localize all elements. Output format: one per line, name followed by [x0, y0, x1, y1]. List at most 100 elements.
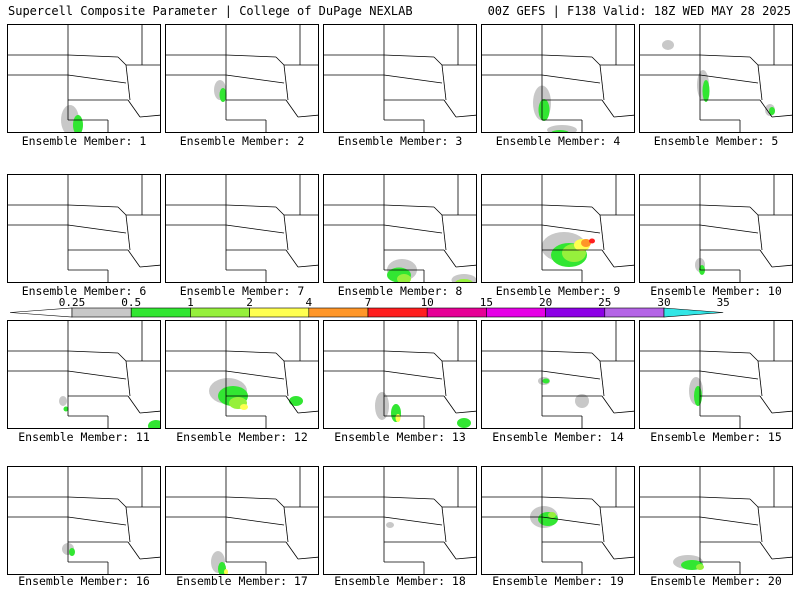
- member-caption: Ensemble Member: 4: [495, 134, 621, 148]
- member-caption: Ensemble Member: 14: [492, 430, 624, 444]
- scp-contour-yellow: [240, 404, 248, 410]
- member-caption: Ensemble Member: 10: [650, 284, 782, 298]
- member-map-13: [323, 320, 477, 429]
- colorbar-bin: [367, 307, 428, 318]
- colorbar-bin: [249, 307, 310, 318]
- state-boundaries: [8, 25, 160, 132]
- state-boundaries: [640, 175, 792, 282]
- member-map-15: [639, 320, 793, 429]
- member-caption: Ensemble Member: 15: [650, 430, 782, 444]
- scp-contour-green: [148, 420, 160, 428]
- colorbar-label: 0.5: [121, 297, 141, 309]
- colorbar-bin: [71, 307, 132, 318]
- member-map-7: [165, 174, 319, 283]
- member-map-5: [639, 24, 793, 133]
- scp-contour-green: [69, 548, 75, 556]
- member-caption: Ensemble Member: 19: [492, 574, 624, 588]
- scp-contour-green: [219, 88, 227, 102]
- member-caption: Ensemble Member: 2: [179, 134, 305, 148]
- member-caption: Ensemble Member: 5: [653, 134, 779, 148]
- colorbar-min-arrow: [10, 307, 73, 318]
- colorbar-label: 2: [246, 297, 253, 309]
- scp-contour-gray: [662, 40, 674, 50]
- scp-contour-green: [289, 396, 303, 406]
- member-caption: Ensemble Member: 20: [650, 574, 782, 588]
- scp-contour-green: [769, 107, 775, 115]
- state-boundaries: [8, 175, 160, 282]
- member-caption: Ensemble Member: 16: [18, 574, 150, 588]
- colorbar-bin: [130, 307, 191, 318]
- member-map-16: [7, 466, 161, 575]
- colorbar-label: 35: [717, 297, 730, 309]
- colorbar-bin: [308, 307, 369, 318]
- member-map-9: [481, 174, 635, 283]
- valid-time: 00Z GEFS | F138 Valid: 18Z WED MAY 28 20…: [487, 4, 791, 18]
- scp-contour-gray: [375, 392, 389, 420]
- state-boundaries: [166, 321, 318, 428]
- scp-contour-green: [73, 115, 83, 132]
- scp-contour-yellow: [395, 414, 401, 422]
- colorbar-label: 7: [365, 297, 372, 309]
- scp-contour-lightgreen: [455, 279, 473, 282]
- scp-contour-green: [538, 99, 550, 121]
- scp-contour-green: [63, 406, 69, 412]
- scp-contour-gray: [386, 522, 394, 528]
- member-caption: Ensemble Member: 7: [179, 284, 305, 298]
- scp-contour-green: [542, 378, 550, 384]
- scp-contour-lightgreen: [397, 274, 411, 282]
- colorbar-bin: [604, 307, 665, 318]
- state-boundaries: [166, 175, 318, 282]
- scp-contour-gray: [575, 394, 589, 408]
- state-boundaries: [324, 321, 476, 428]
- member-caption: Ensemble Member: 1: [21, 134, 147, 148]
- member-map-18: [323, 466, 477, 575]
- state-boundaries: [482, 25, 634, 132]
- member-map-17: [165, 466, 319, 575]
- member-caption: Ensemble Member: 8: [337, 284, 463, 298]
- member-map-3: [323, 24, 477, 133]
- colorbar-bin: [663, 307, 724, 318]
- colorbar-label: 15: [480, 297, 493, 309]
- member-caption: Ensemble Member: 3: [337, 134, 463, 148]
- member-caption: Ensemble Member: 18: [334, 574, 466, 588]
- state-boundaries: [166, 467, 318, 574]
- scp-contour-yellow: [224, 569, 228, 574]
- colorbar-bin: [426, 307, 487, 318]
- scp-contour-green: [457, 418, 471, 428]
- member-map-12: [165, 320, 319, 429]
- colorbar-bin: [545, 307, 606, 318]
- scp-contour-red: [589, 238, 595, 244]
- state-boundaries: [324, 467, 476, 574]
- member-caption: Ensemble Member: 11: [18, 430, 150, 444]
- state-boundaries: [324, 25, 476, 132]
- member-map-2: [165, 24, 319, 133]
- scp-colorbar: 0.25 0.5 1 2 4 7 10 15 20 25 30 35: [10, 297, 730, 318]
- state-boundaries: [324, 175, 476, 282]
- colorbar-bin: [190, 307, 250, 318]
- member-caption: Ensemble Member: 6: [21, 284, 147, 298]
- member-map-6: [7, 174, 161, 283]
- colorbar-bin: [486, 307, 546, 318]
- member-caption: Ensemble Member: 9: [495, 284, 621, 298]
- member-map-8: [323, 174, 477, 283]
- scp-contour-orange: [581, 239, 591, 247]
- scp-contour-gray: [59, 396, 67, 406]
- scp-contour-green: [551, 130, 569, 132]
- member-caption: Ensemble Member: 13: [334, 430, 466, 444]
- product-title: Supercell Composite Parameter | College …: [8, 4, 413, 18]
- member-map-19: [481, 466, 635, 575]
- state-boundaries: [640, 321, 792, 428]
- colorbar-label: 0.25: [59, 297, 86, 309]
- colorbar-label: 25: [598, 297, 611, 309]
- scp-contour-green: [218, 562, 226, 574]
- member-map-20: [639, 466, 793, 575]
- state-boundaries: [482, 467, 634, 574]
- scp-contour-lightgreen: [548, 512, 556, 518]
- member-caption: Ensemble Member: 17: [176, 574, 308, 588]
- member-map-14: [481, 320, 635, 429]
- member-map-1: [7, 24, 161, 133]
- scp-contour-lightgreen: [696, 564, 704, 570]
- member-map-4: [481, 24, 635, 133]
- state-boundaries: [482, 175, 634, 282]
- state-boundaries: [640, 25, 792, 132]
